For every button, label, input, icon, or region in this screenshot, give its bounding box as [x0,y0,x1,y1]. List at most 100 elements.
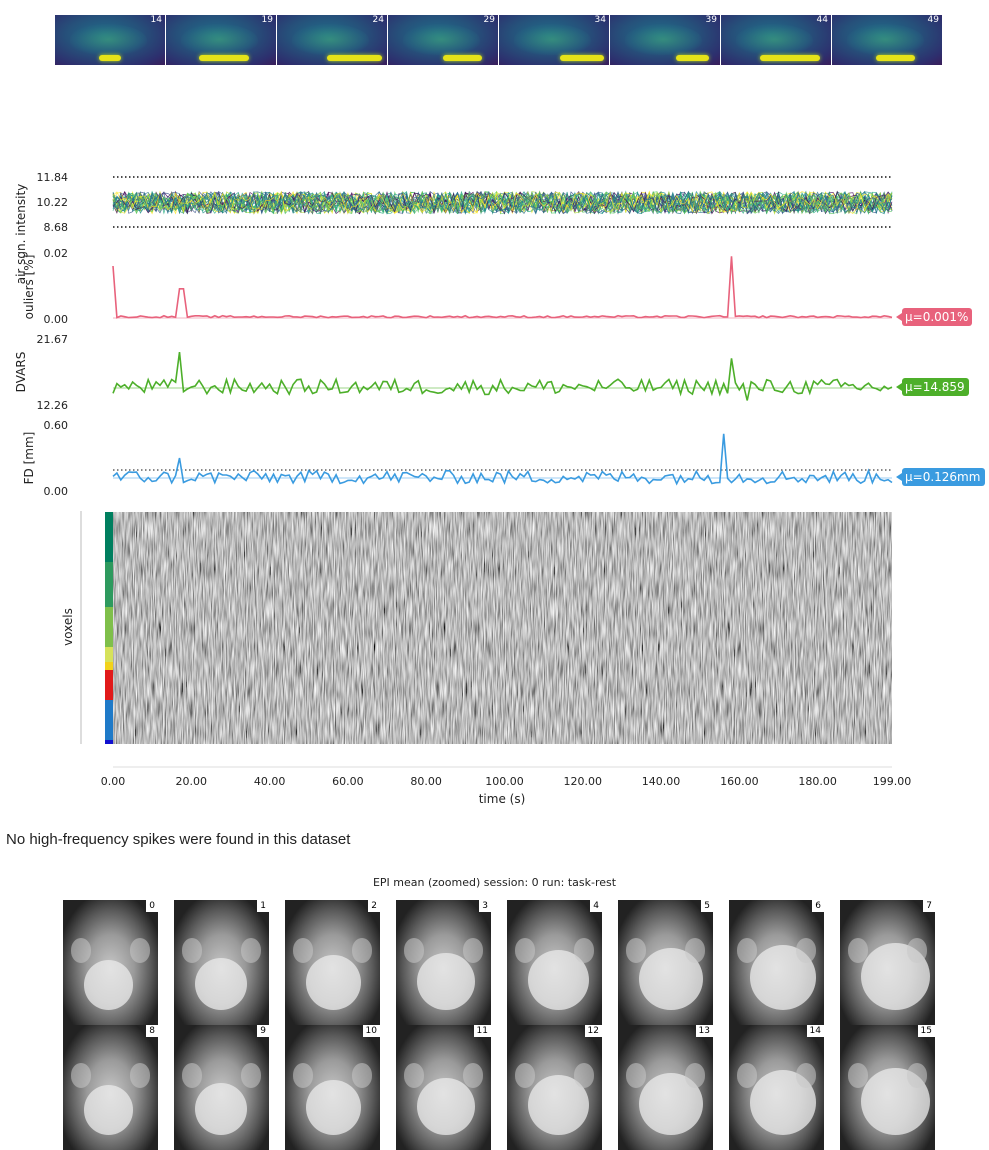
epi-slice-tile: 5 [618,900,713,1025]
dvars-series-line [112,351,893,401]
carpet-xtick-label: 160.00 [720,775,759,788]
air-signal-series-line [112,190,893,215]
fd-mu-label: μ=0.126mm [905,470,980,484]
epi-slice-number: 8 [146,1025,158,1037]
dvars-mu-label: μ=14.859 [905,380,965,394]
dvars-ytick-bottom: 12.26 [37,399,69,412]
slice-number: 44 [816,15,828,25]
outliers-ylabel: ouliers [%] [22,255,36,320]
air-signal-panel: air sgn. intensity 11.84 10.22 8.68 [14,171,893,285]
epi-slice-number: 11 [473,1025,491,1037]
epi-slice-tile: 2 [285,900,380,1025]
sagittal-slice: 14 [55,15,165,65]
carpet-xtick-label: 199.00 [873,775,912,788]
epi-slice-tile: 7 [840,900,935,1025]
air-ytick-bottom: 8.68 [44,221,69,234]
epi-slice-number: 13 [695,1025,713,1037]
carpet-xtick-label: 80.00 [410,775,442,788]
epi-slice-tile: 3 [396,900,491,1025]
spikes-message: No high-frequency spikes were found in t… [6,831,351,848]
epi-slice-number: 7 [923,900,935,912]
carpet-xtick-label: 60.00 [332,775,364,788]
fd-ytick-bottom: 0.00 [44,485,69,498]
outliers-series-line [112,256,893,319]
epi-slice-tile: 6 [729,900,824,1025]
carpet-panel: voxels 0.00 20.00 40.00 60.00 80.00 100.00 120… [61,511,911,806]
fd-ytick-top: 0.60 [44,419,69,432]
air-signal-ylabel: air sgn. intensity [14,184,28,285]
carpet-xtick-label: 20.00 [176,775,208,788]
fd-panel: FD [mm] 0.60 0.00 μ=0.126mm [22,419,985,498]
fd-mean-badge: μ=0.126mm [896,468,985,486]
slice-number: 19 [261,15,273,25]
slice-number: 34 [594,15,606,25]
epi-slice-number: 15 [917,1025,935,1037]
epi-slice-tile: 15 [840,1025,935,1150]
air-ytick-mid: 10.22 [37,196,69,209]
sagittal-slice: 24 [277,15,387,65]
epi-slice-number: 4 [590,900,602,912]
carpetplot-figure: air sgn. intensity 11.84 10.22 8.68 ouli… [14,171,985,806]
outliers-mu-label: μ=0.001% [905,310,968,324]
carpet-xtick-label: 180.00 [798,775,837,788]
epi-mean-title: EPI mean (zoomed) session: 0 run: task-r… [372,876,617,889]
epi-slice-tile: 4 [507,900,602,1025]
carpet-xlabel: time (s) [479,792,526,806]
slice-number: 14 [150,15,162,25]
voxels-ylabel: voxels [61,608,75,646]
epi-slice-tile: 14 [729,1025,824,1150]
sagittal-slice: 19 [166,15,276,65]
fd-ylabel: FD [mm] [22,432,36,485]
fd-series-line [112,433,893,486]
epi-slice-number: 10 [362,1025,380,1037]
outliers-ytick-bottom: 0.00 [44,313,69,326]
dvars-ytick-top: 21.67 [37,333,69,346]
carpet-xtick-label: 100.00 [485,775,524,788]
sagittal-slice: 49 [832,15,942,65]
carpet-xticks: 0.00 20.00 40.00 60.00 80.00 100.00 120.00 140.… [101,775,912,788]
air-ytick-top: 11.84 [37,171,69,184]
dvars-mean-badge: μ=14.859 [896,378,969,396]
sagittal-slice: 29 [388,15,498,65]
epi-slice-tile: 12 [507,1025,602,1150]
carpet-xtick-label: 120.00 [563,775,602,788]
sagittal-slice: 34 [499,15,609,65]
outliers-ytick-top: 0.02 [44,247,69,260]
epi-slice-number: 14 [806,1025,824,1037]
outliers-mean-badge: μ=0.001% [896,308,972,326]
epi-slice-number: 12 [584,1025,602,1037]
dvars-ylabel: DVARS [14,352,28,393]
epi-slice-tile: 9 [174,1025,269,1150]
dvars-panel: DVARS 21.67 12.26 μ=14.859 [14,333,969,412]
outliers-panel: ouliers [%] 0.02 0.00 μ=0.001% [22,247,972,326]
epi-slice-number: 5 [701,900,713,912]
carpet-xtick-label: 40.00 [254,775,286,788]
air-signal-series-line [112,190,893,215]
epi-slice-number: 9 [257,1025,269,1037]
epi-slice-number: 0 [146,900,158,912]
air-signal-series-line [112,191,893,215]
slice-number: 49 [927,15,939,25]
epi-slice-tile: 10 [285,1025,380,1150]
sagittal-slice: 39 [610,15,720,65]
epi-slice-number: 2 [368,900,380,912]
slice-number: 29 [483,15,495,25]
epi-slice-number: 6 [812,900,824,912]
epi-slice-number: 3 [479,900,491,912]
slice-number: 39 [705,15,717,25]
slice-number: 24 [372,15,384,25]
epi-slice-tile: 8 [63,1025,158,1150]
epi-slice-number: 1 [257,900,269,912]
epi-slice-tile: 0 [63,900,158,1025]
epi-slice-tile: 1 [174,900,269,1025]
epi-slice-tile: 11 [396,1025,491,1150]
carpet-xtick-label: 140.00 [642,775,681,788]
sagittal-slice: 44 [721,15,831,65]
segment-colorbar [105,512,113,744]
epi-slice-tile: 13 [618,1025,713,1150]
carpet-heatmap [113,512,892,744]
air-signal-series-line [112,190,893,215]
sagittal-slice-strip: 14 19 24 29 34 39 44 49 [55,15,942,65]
carpet-xtick-label: 0.00 [101,775,126,788]
air-signal-lines [112,190,893,215]
